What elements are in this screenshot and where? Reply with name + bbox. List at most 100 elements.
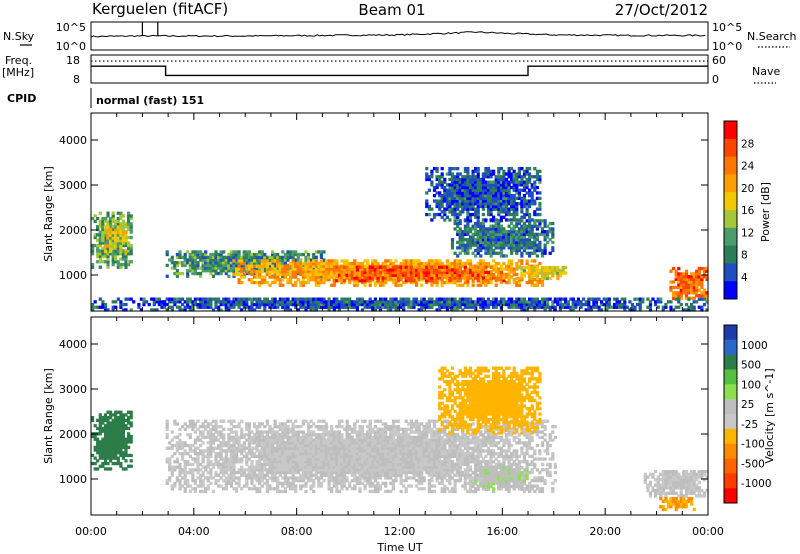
frequency-line xyxy=(91,65,708,77)
power-cell xyxy=(504,302,509,307)
velocity-cell xyxy=(211,419,215,423)
power-cell xyxy=(494,207,498,211)
velocity-cell xyxy=(106,451,110,455)
velocity-cell xyxy=(240,473,244,477)
power-cell xyxy=(499,272,503,277)
power-cell xyxy=(193,271,197,276)
power-cell xyxy=(201,255,205,259)
power-cell xyxy=(504,267,509,271)
power-cell xyxy=(378,265,383,269)
power-ytick-label: 3000 xyxy=(59,179,87,192)
power-cell xyxy=(142,297,146,301)
velocity-cell xyxy=(283,422,287,426)
power-cell xyxy=(679,285,683,290)
power-cell xyxy=(535,177,539,182)
power-cell xyxy=(594,302,599,307)
power-cell xyxy=(648,308,653,312)
power-cell xyxy=(217,255,221,259)
power-cell xyxy=(332,280,336,285)
power-cell xyxy=(124,230,128,235)
power-cell xyxy=(260,302,264,307)
power-cell xyxy=(497,167,501,171)
power-colorbar-tick: 12 xyxy=(741,227,754,239)
power-cell xyxy=(520,271,524,275)
velocity-cell xyxy=(116,448,120,452)
power-cell xyxy=(337,305,341,309)
power-cell xyxy=(114,219,118,223)
velocity-cell xyxy=(183,479,187,483)
power-cell xyxy=(342,268,347,272)
power-cell xyxy=(371,261,375,266)
power-cell xyxy=(438,202,442,206)
power-cell xyxy=(697,297,701,301)
power-cell xyxy=(486,202,491,206)
power-cell xyxy=(119,246,123,250)
power-cell xyxy=(291,255,295,259)
power-cell xyxy=(476,251,480,255)
power-cell xyxy=(548,238,552,242)
power-cell xyxy=(456,215,460,219)
power-cell xyxy=(594,305,599,309)
power-cell xyxy=(276,272,280,277)
power-cell xyxy=(296,267,300,271)
power-cell xyxy=(633,297,637,301)
power-cell xyxy=(237,261,241,265)
power-cell xyxy=(407,261,411,266)
power-cell xyxy=(186,258,190,262)
power-cell xyxy=(553,305,557,309)
power-cell xyxy=(448,183,452,187)
power-cell xyxy=(299,261,303,266)
velocity-cell xyxy=(227,419,231,423)
power-cell xyxy=(214,297,218,301)
power-colorbar-swatch xyxy=(724,210,737,229)
power-cell xyxy=(371,300,375,304)
power-cell xyxy=(463,177,467,182)
power-cell xyxy=(389,302,393,307)
velocity-cell xyxy=(281,457,285,461)
power-cell xyxy=(471,232,475,236)
velocity-cell xyxy=(188,454,192,458)
velocity-cell xyxy=(276,435,280,440)
power-cell xyxy=(535,274,539,278)
velocity-cell xyxy=(188,489,192,494)
power-cell xyxy=(638,308,642,312)
velocity-cell xyxy=(114,456,118,460)
power-cell xyxy=(484,300,488,304)
power-cell xyxy=(253,259,257,263)
power-region xyxy=(91,297,709,312)
power-cell xyxy=(697,288,701,292)
power-cell xyxy=(499,185,503,190)
power-cell xyxy=(543,232,547,236)
power-cell xyxy=(219,302,223,307)
power-cell xyxy=(499,300,503,304)
power-cell xyxy=(283,308,287,312)
power-cell xyxy=(253,302,257,307)
velocity-cell xyxy=(98,453,102,458)
power-cell xyxy=(422,305,426,309)
power-colorbar-tick: 16 xyxy=(741,205,755,217)
power-cell xyxy=(237,305,241,309)
power-cell xyxy=(103,241,108,245)
velocity-cell xyxy=(199,479,203,483)
power-cell xyxy=(517,283,521,287)
power-cell xyxy=(504,177,509,182)
power-cell xyxy=(404,259,408,263)
power-cell xyxy=(533,235,537,239)
velocity-cell xyxy=(124,453,128,458)
power-cell xyxy=(340,259,344,263)
power-cell xyxy=(512,177,516,182)
power-cell xyxy=(330,270,334,274)
power-cell xyxy=(520,259,524,263)
power-cell xyxy=(121,233,125,237)
power-cell xyxy=(384,305,388,309)
power-cell xyxy=(324,272,329,277)
power-cell xyxy=(157,302,161,307)
power-cell xyxy=(340,280,344,285)
velocity-cell xyxy=(106,453,110,458)
power-cell xyxy=(286,267,290,271)
power-cell xyxy=(350,273,354,277)
power-cell xyxy=(453,191,457,195)
velocity-cell xyxy=(245,468,249,472)
power-cell xyxy=(461,210,465,214)
power-cell xyxy=(368,265,372,269)
